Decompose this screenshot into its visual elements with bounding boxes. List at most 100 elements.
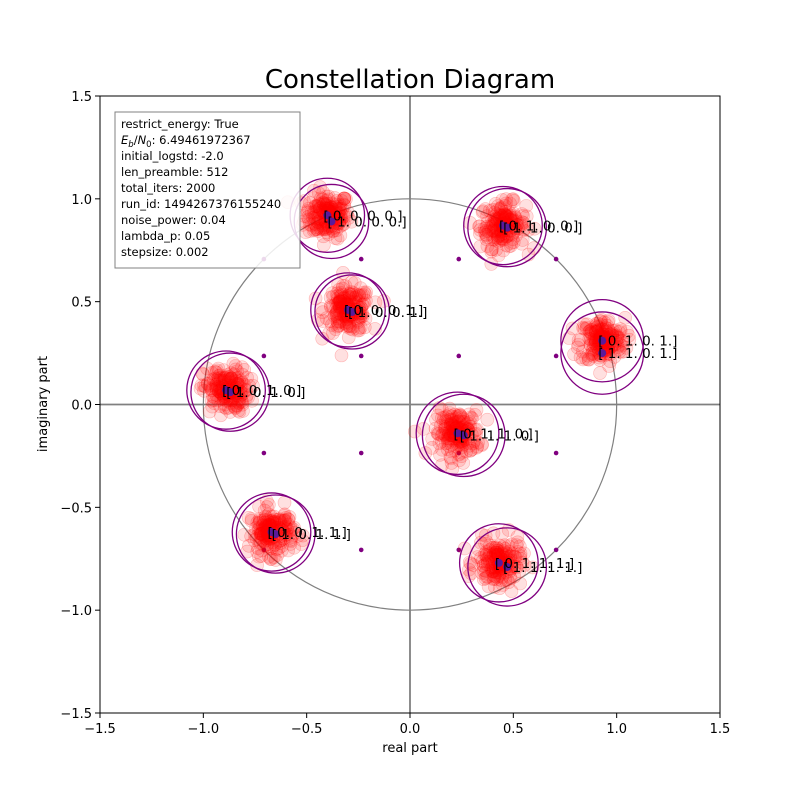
noise-sample xyxy=(210,372,225,387)
noise-sample xyxy=(336,279,350,293)
noise-sample xyxy=(479,232,494,246)
noise-sample xyxy=(449,415,464,429)
noise-sample xyxy=(309,222,324,236)
noise-sample xyxy=(327,191,342,205)
noise-sample xyxy=(257,539,271,553)
noise-sample xyxy=(588,325,603,339)
noise-sample xyxy=(584,325,599,340)
noise-sample xyxy=(213,373,228,388)
centroid-point xyxy=(598,349,607,358)
noise-sample xyxy=(325,286,340,300)
constellation-label: [ 1. 0. 0. 0.] xyxy=(327,214,406,230)
noise-sample xyxy=(425,432,440,446)
noise-sample xyxy=(503,238,518,253)
noise-sample xyxy=(208,364,222,379)
noise-sample xyxy=(431,408,445,423)
noise-sample xyxy=(355,298,369,312)
noise-sample xyxy=(313,221,328,236)
noise-sample xyxy=(476,204,490,219)
noise-sample xyxy=(234,385,248,400)
noise-sample xyxy=(465,411,479,426)
noise-sample xyxy=(270,548,285,562)
noise-sample xyxy=(481,579,496,594)
noise-sample xyxy=(519,209,534,224)
noise-sample xyxy=(254,549,269,563)
noise-sample xyxy=(250,545,265,559)
noise-sample xyxy=(337,191,351,206)
reference-point xyxy=(553,547,559,553)
noise-sample xyxy=(444,409,459,424)
noise-sample xyxy=(271,541,286,556)
noise-sample xyxy=(497,538,512,553)
noise-sample xyxy=(583,337,598,352)
noise-sample xyxy=(228,401,243,415)
noise-sample xyxy=(219,401,234,416)
noise-sample xyxy=(354,288,369,303)
noise-sample xyxy=(250,515,265,530)
info-box-line: stepsize: 0.002 xyxy=(121,245,209,259)
noise-sample xyxy=(477,221,492,236)
noise-sample xyxy=(486,223,501,238)
noise-sample xyxy=(504,537,519,552)
noise-sample xyxy=(589,317,604,331)
noise-sample xyxy=(599,321,613,335)
noise-sample xyxy=(354,310,368,324)
noise-sample xyxy=(604,340,619,354)
noise-sample xyxy=(332,282,346,297)
noise-sample xyxy=(499,192,513,206)
noise-sample xyxy=(608,329,623,343)
decision-ring xyxy=(467,527,548,607)
noise-sample xyxy=(438,422,453,436)
noise-sample xyxy=(317,222,332,237)
noise-sample xyxy=(456,412,470,427)
noise-sample xyxy=(214,408,228,423)
noise-sample xyxy=(231,377,246,391)
noise-sample xyxy=(496,243,511,258)
noise-sample xyxy=(507,549,522,564)
noise-sample xyxy=(244,371,259,386)
constellation-label: [ 0. 0. 0. 1.] xyxy=(344,303,423,319)
noise-sample xyxy=(207,390,222,405)
noise-sample xyxy=(425,441,439,455)
noise-sample xyxy=(525,560,540,575)
noise-sample xyxy=(498,548,513,563)
noise-sample xyxy=(267,509,281,524)
noise-sample xyxy=(502,206,517,220)
noise-sample xyxy=(321,227,336,242)
noise-sample xyxy=(277,521,292,536)
noise-sample xyxy=(485,216,500,231)
noise-sample xyxy=(517,546,531,561)
noise-sample xyxy=(232,377,246,392)
noise-sample xyxy=(610,331,625,345)
noise-sample xyxy=(502,210,517,224)
noise-sample xyxy=(319,311,334,325)
noise-sample xyxy=(519,199,534,213)
reference-point xyxy=(456,450,462,456)
noise-sample xyxy=(256,513,271,527)
noise-sample xyxy=(438,414,453,428)
noise-sample xyxy=(283,533,298,547)
noise-sample xyxy=(300,205,315,220)
noise-sample xyxy=(452,447,466,462)
noise-sample xyxy=(338,316,352,331)
decision-ring xyxy=(310,272,386,348)
info-box-line: noise_power: 0.04 xyxy=(121,213,226,227)
noise-sample xyxy=(484,561,498,576)
noise-sample xyxy=(516,223,531,238)
noise-sample xyxy=(485,564,499,578)
noise-sample xyxy=(434,434,449,449)
noise-sample xyxy=(337,294,351,309)
noise-sample xyxy=(234,373,248,388)
noise-sample xyxy=(330,289,345,304)
noise-sample xyxy=(330,314,345,329)
noise-sample xyxy=(480,557,495,572)
noise-sample xyxy=(235,387,250,401)
noise-sample xyxy=(249,521,263,535)
noise-sample xyxy=(226,356,241,371)
noise-sample xyxy=(330,194,344,208)
noise-sample xyxy=(476,558,491,573)
info-box-line: Eb/N0: 6.49461972367 xyxy=(121,133,251,150)
info-box-line: run_id: 1494267376155240 xyxy=(121,197,281,211)
noise-sample xyxy=(311,215,325,229)
noise-sample xyxy=(316,196,331,211)
